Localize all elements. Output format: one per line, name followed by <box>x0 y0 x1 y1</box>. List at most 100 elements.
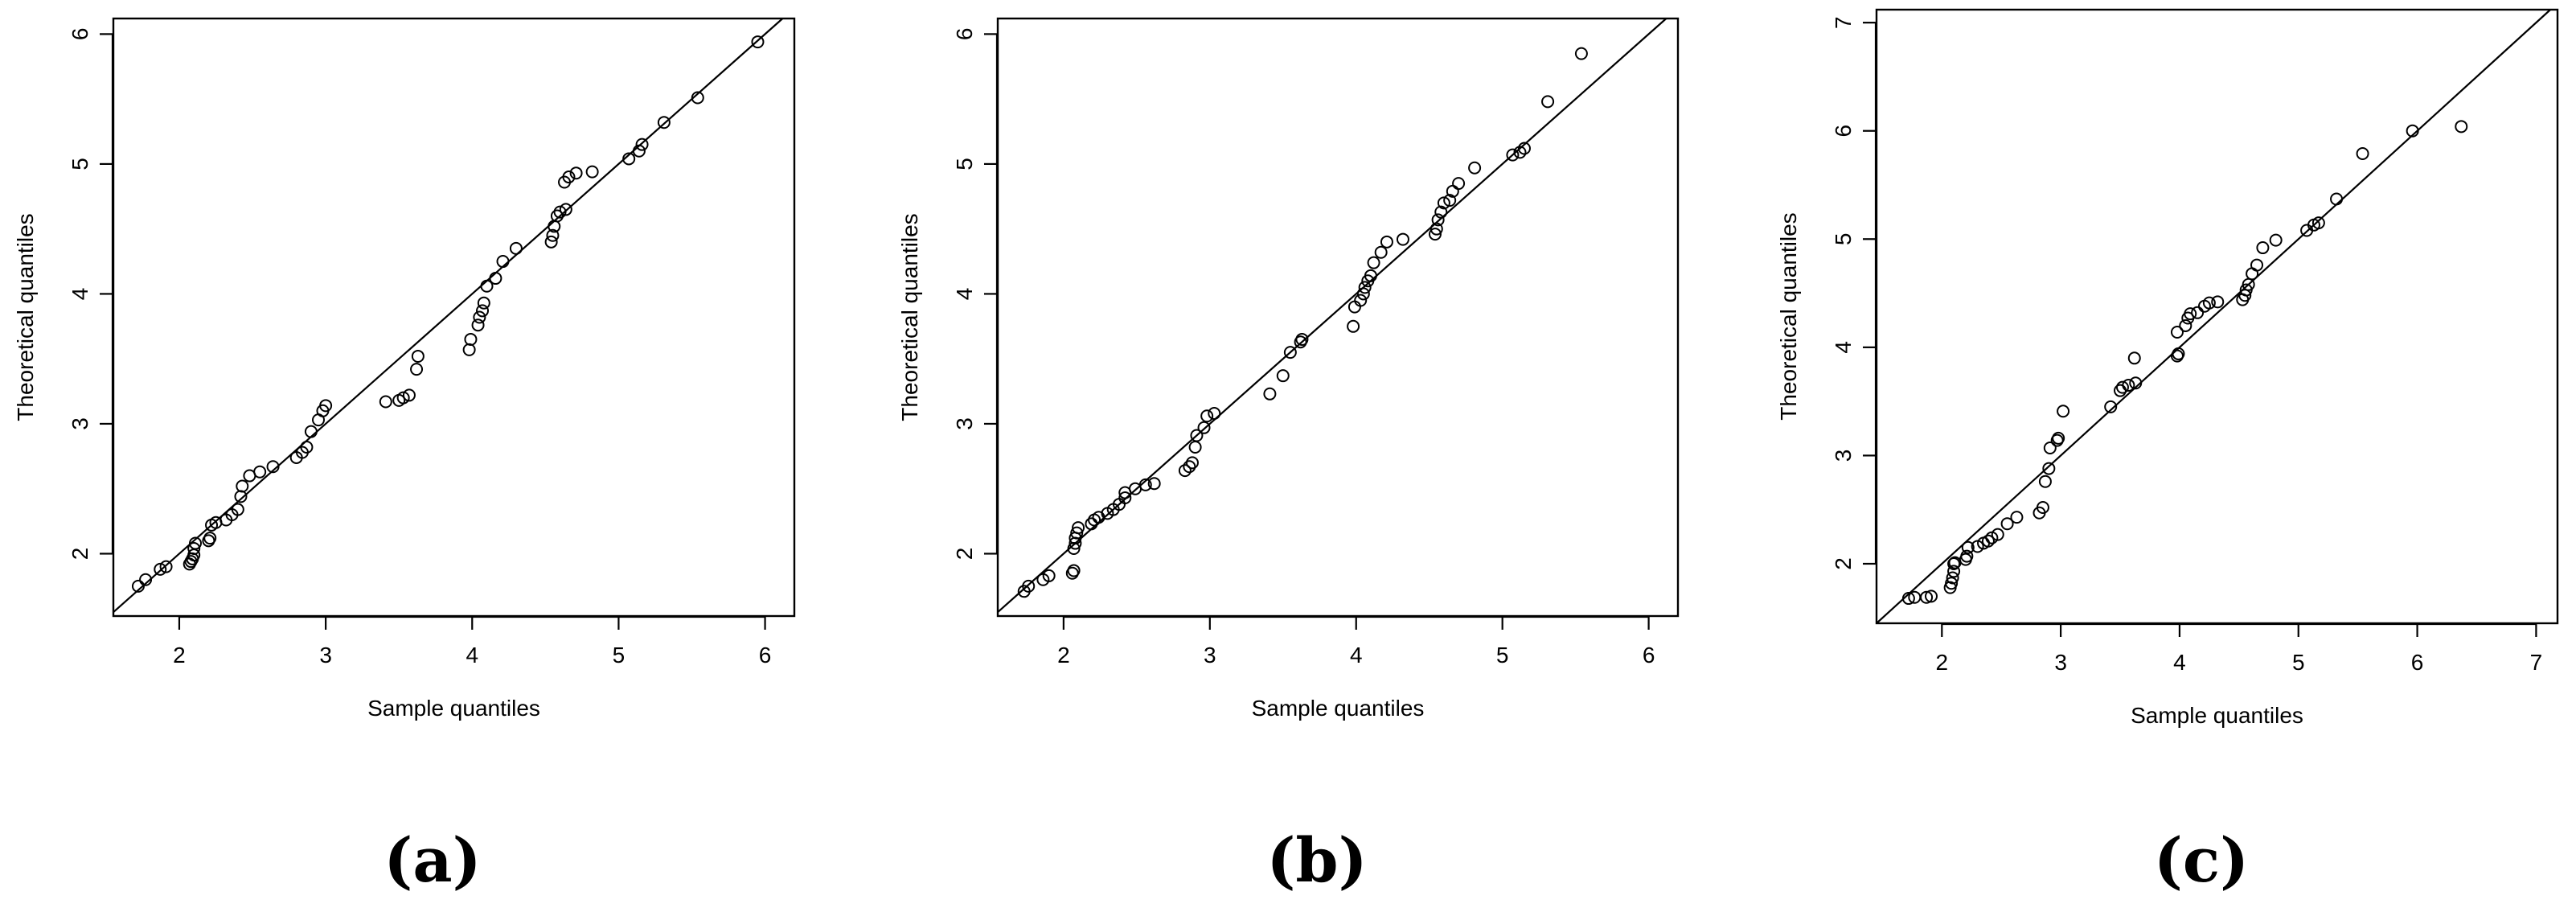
data-point <box>2455 120 2468 134</box>
x-tick-label: 3 <box>1204 643 1216 668</box>
data-point <box>2330 192 2344 206</box>
y-tick-label: 2 <box>1831 557 1856 570</box>
data-point <box>2000 517 2014 531</box>
data-point <box>187 542 201 556</box>
y-tick-label: 3 <box>68 417 92 430</box>
x-tick-label: 2 <box>173 643 186 668</box>
data-point <box>189 536 203 550</box>
data-point <box>236 479 249 493</box>
reference-line <box>1876 9 2551 624</box>
data-point <box>1147 477 1161 491</box>
y-axis-title: Theoretical quantiles <box>1776 212 1801 420</box>
y-axis-title: Theoretical quantiles <box>13 213 38 421</box>
y-tick-label: 6 <box>952 28 977 41</box>
data-point <box>2172 347 2185 360</box>
data-point <box>2115 380 2129 394</box>
x-tick-label: 2 <box>1936 650 1949 675</box>
data-point <box>1374 245 1388 259</box>
reference-line <box>113 18 784 613</box>
data-point <box>2311 216 2325 230</box>
data-point <box>231 503 244 516</box>
data-point <box>635 138 649 151</box>
data-point <box>1354 294 1368 307</box>
data-point <box>1367 256 1380 269</box>
data-point <box>1283 346 1297 359</box>
data-point <box>159 560 173 573</box>
data-point <box>1188 441 1202 454</box>
data-point <box>1190 429 1204 442</box>
data-point <box>1364 269 1377 282</box>
data-point <box>2202 296 2216 310</box>
x-tick-label: 2 <box>1057 643 1070 668</box>
y-axis-title: Theoretical quantiles <box>897 213 922 421</box>
data-point <box>1070 526 1084 540</box>
data-point <box>2104 400 2118 413</box>
data-point <box>480 279 494 293</box>
data-point <box>1517 142 1531 155</box>
data-point <box>1072 521 1085 535</box>
qq-panel-2: 2 3 4 5 6 2 3 4 5 6 Sample quantiles Theoretical qu… <box>897 17 1680 896</box>
y-tick-label: 7 <box>1831 16 1856 29</box>
x-tick-label: 4 <box>466 643 478 668</box>
data-point <box>1901 592 1915 606</box>
data-point <box>1541 95 1555 109</box>
y-tick-label: 5 <box>68 158 92 170</box>
data-point <box>266 460 280 474</box>
data-point <box>544 235 558 249</box>
data-point <box>396 391 410 405</box>
y-tick-label: 3 <box>1831 450 1856 462</box>
data-point <box>1022 579 1036 593</box>
data-point <box>1431 213 1445 227</box>
y-tick-label: 4 <box>1831 341 1856 354</box>
data-point <box>553 205 567 219</box>
panel-caption: (a) <box>384 824 481 896</box>
data-point <box>1443 194 1457 207</box>
y-tick-label: 2 <box>952 548 977 561</box>
data-point <box>2170 326 2184 339</box>
plot-frame <box>112 17 796 618</box>
data-point <box>622 152 636 166</box>
y-tick-label: 5 <box>1831 232 1856 245</box>
data-point <box>1452 177 1466 191</box>
data-point <box>1924 590 1938 603</box>
data-point <box>489 272 502 286</box>
data-point <box>751 35 765 49</box>
data-point <box>1358 281 1372 294</box>
data-point <box>411 349 425 363</box>
data-point <box>1118 491 1132 505</box>
data-point <box>1506 148 1520 162</box>
data-point <box>559 203 572 216</box>
x-tick-label: 7 <box>2530 650 2543 675</box>
qq-panel-3: 2 3 4 5 6 7 2 3 4 5 6 7 Sample quantiles Theoretical … <box>1776 8 2559 896</box>
data-point <box>1347 319 1360 333</box>
data-point <box>1178 464 1192 478</box>
data-point <box>319 399 333 413</box>
data-point <box>632 144 646 158</box>
data-point <box>1960 549 1974 563</box>
x-tick-label: 6 <box>2411 650 2424 675</box>
data-point <box>2127 351 2141 365</box>
y-tick-label: 2 <box>68 548 92 561</box>
data-point <box>2356 146 2369 160</box>
data-point <box>1991 528 2004 541</box>
y-tick-label: 6 <box>1831 125 1856 138</box>
data-point <box>509 241 523 255</box>
data-point <box>2250 258 2264 272</box>
data-point <box>1430 222 1443 236</box>
data-point <box>1085 517 1098 531</box>
data-point <box>1263 387 1277 401</box>
data-point <box>657 116 671 129</box>
data-point <box>1468 161 1482 175</box>
data-point <box>1200 409 1214 423</box>
data-point <box>462 343 476 356</box>
data-point <box>379 395 392 409</box>
data-point <box>2191 306 2205 319</box>
panel-caption: (c) <box>2154 824 2249 896</box>
data-point <box>1920 590 1934 604</box>
x-tick-label: 6 <box>1643 643 1655 668</box>
data-point <box>2129 376 2143 390</box>
data-point <box>585 165 599 179</box>
data-point <box>1185 456 1199 470</box>
data-point <box>2211 295 2225 309</box>
